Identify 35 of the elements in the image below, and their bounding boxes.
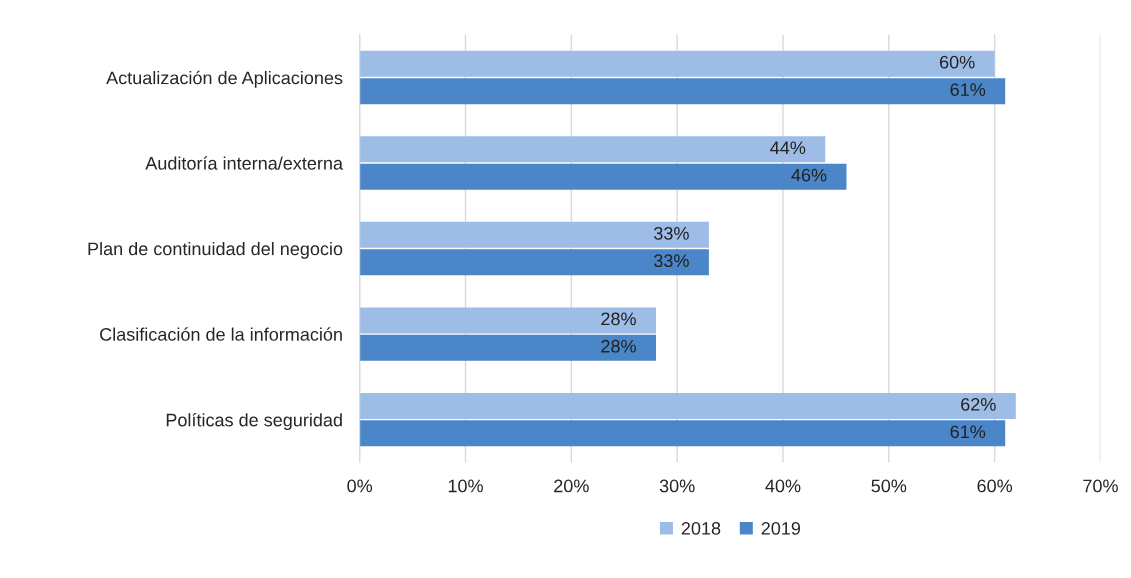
data-label: 60% <box>940 55 975 69</box>
bar <box>359 221 709 248</box>
x-tick-label: 0% <box>347 479 373 493</box>
bar <box>359 136 826 163</box>
data-label: 61% <box>950 83 986 96</box>
y-tick-label: Actualización de Aplicaciones <box>106 70 343 88</box>
x-tick-label: 30% <box>659 479 695 493</box>
x-tick-label: 20% <box>554 479 589 493</box>
data-label: 33% <box>654 254 689 268</box>
data-label: 28% <box>601 312 636 326</box>
x-tick-label: 10% <box>448 479 483 493</box>
bar <box>359 392 1016 419</box>
data-label: 62% <box>961 398 996 411</box>
bar <box>359 420 1006 447</box>
bar <box>359 163 847 190</box>
data-label: 46% <box>791 168 827 182</box>
y-tick-label: Auditoría interna/externa <box>145 156 344 170</box>
bar <box>359 334 656 361</box>
x-tick-label: 60% <box>977 479 1013 493</box>
data-label: 44% <box>770 141 806 155</box>
x-tick-label: 70% <box>1083 479 1118 493</box>
bar <box>359 249 709 276</box>
legend-label: 2018 <box>681 521 721 535</box>
bar <box>359 78 1006 105</box>
x-tick-label: 40% <box>765 479 801 493</box>
data-label: 61% <box>950 425 986 439</box>
bar <box>359 50 995 77</box>
y-tick-label: Políticas de seguridad <box>166 412 342 431</box>
data-label: 28% <box>601 339 636 353</box>
bar <box>359 307 656 334</box>
y-tick-label: Clasificación de la información <box>100 327 342 341</box>
legend-label: 2019 <box>761 521 801 535</box>
data-label: 33% <box>654 226 689 240</box>
y-tick-label: Plan de continuidad del negocio <box>88 242 343 259</box>
x-tick-label: 50% <box>871 479 907 493</box>
